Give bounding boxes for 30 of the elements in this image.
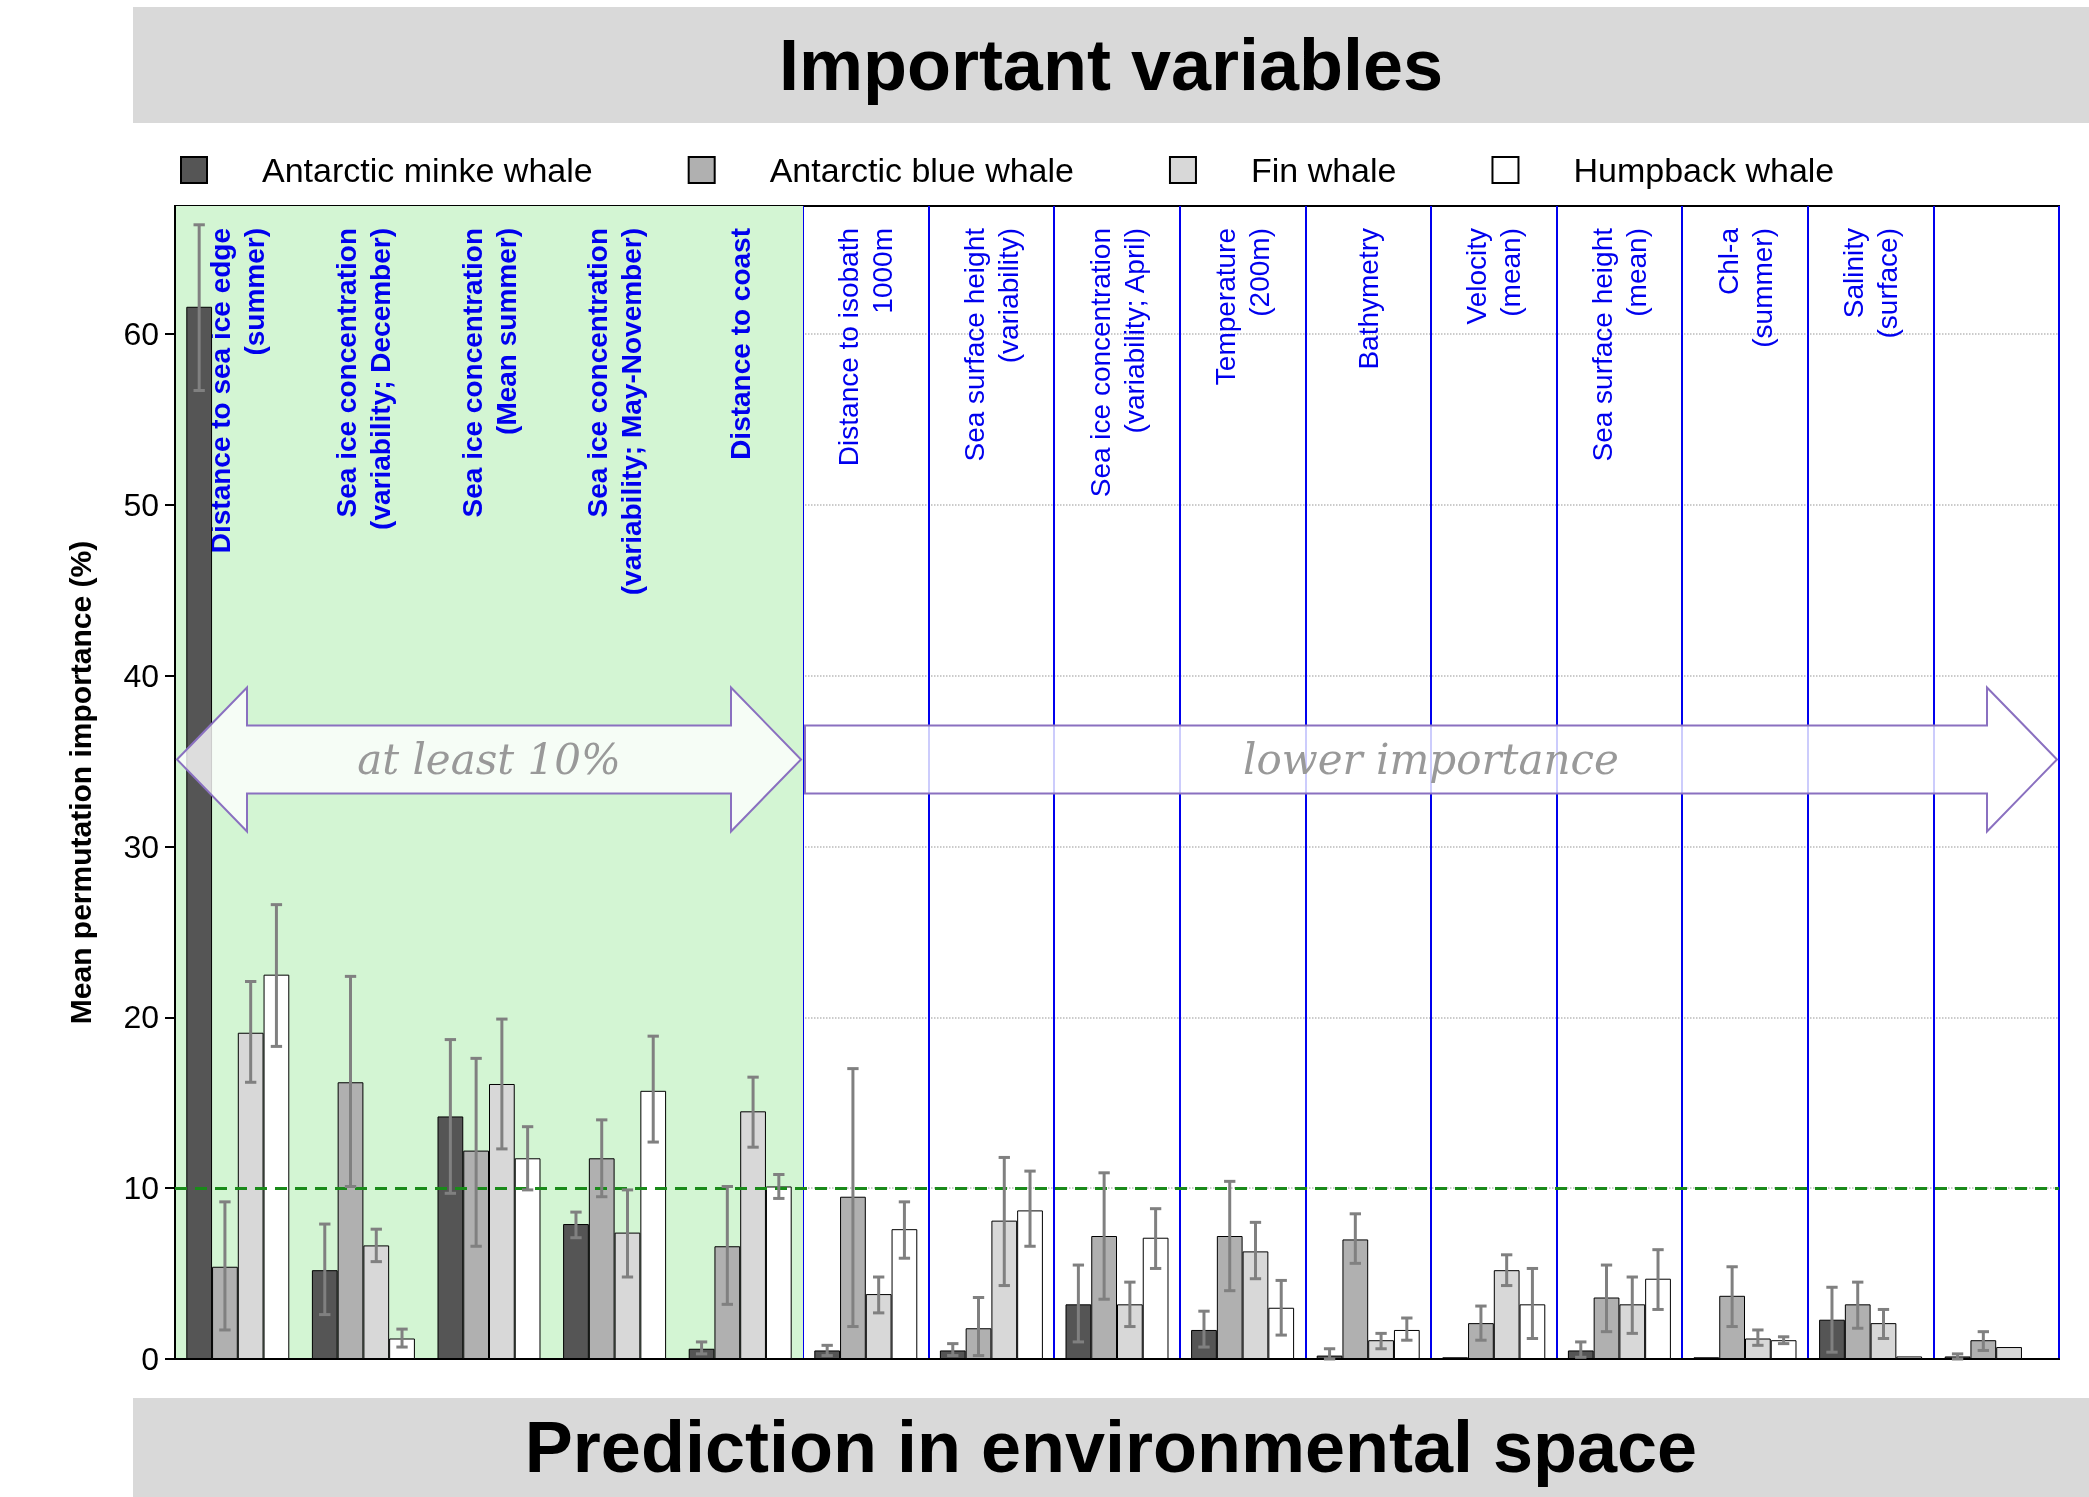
x-tick-label: Sea surface height (variability) [958,227,1024,462]
y-tick-label: 30 [123,828,159,865]
x-tick-label: Sea ice concentration (variability; May-November) [582,228,648,596]
y-tick-label: 50 [123,486,159,523]
annotation: at least 10% [357,734,621,784]
x-tick-label: Bathymetry [1352,228,1384,370]
x-tick-label: Chl-a (summer) [1712,227,1778,348]
annotation: lower importance [1243,734,1619,784]
text: Prediction in environmental space [133,1398,2089,1497]
y-axis-title: Mean permutation importance (%) [63,540,97,1025]
legend-label: Humpback whale [1573,151,1835,189]
x-tick-label: Sea surface height (mean) [1586,227,1652,462]
x-tick-label: Sea ice concentration (variability; December) [330,228,396,530]
legend-label: Antarctic blue whale [769,151,1074,189]
x-tick-label: Salinity (surface) [1838,228,1904,339]
x-tick-label: Distance to coast [724,228,756,460]
y-tick-label: 10 [123,1170,159,1207]
y-tick-label: 20 [123,999,159,1036]
y-tick-label: 40 [123,657,159,694]
x-tick-label: Sea ice concentration (Mean summer) [456,228,522,518]
legend-label: Antarctic minke whale [262,151,593,189]
legend-label: Fin whale [1250,151,1397,189]
x-tick-label: Velocity (mean) [1461,228,1527,325]
x-tick-label: Sea ice concentration (variability; April) [1084,228,1150,498]
x-tick-label: Distance to isobath 1000m [833,228,899,467]
y-tick-label: 0 [141,1341,159,1377]
y-tick-label: 60 [123,316,159,353]
x-tick-label: Distance to sea ice edge (summer) [205,228,271,554]
chart-title: Important variables [133,7,2089,123]
x-tick-label: Temperature (200m) [1210,228,1276,386]
